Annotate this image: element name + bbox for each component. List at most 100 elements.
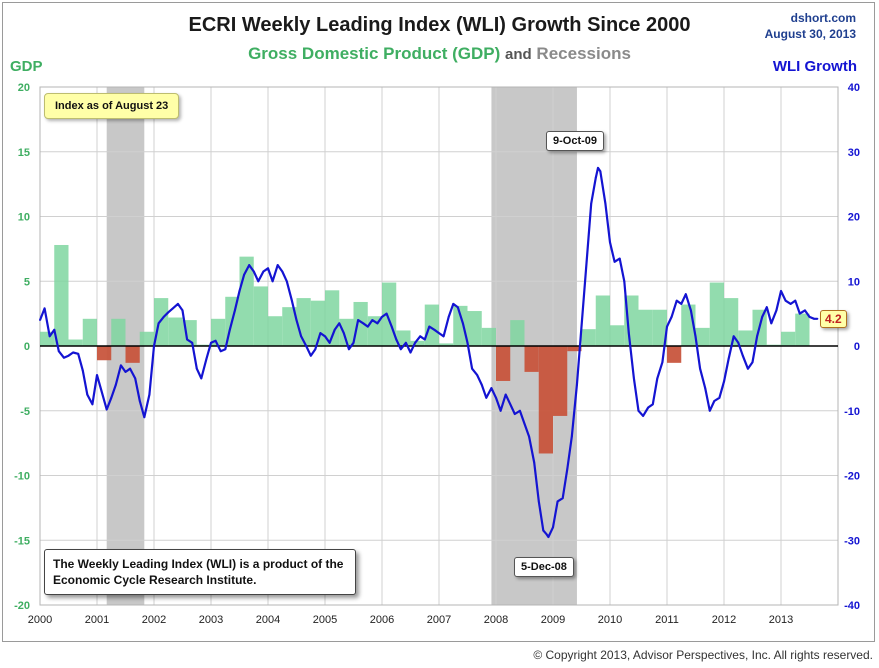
wli-point [452,303,455,305]
wli-point [214,339,217,342]
wli-point [438,332,440,334]
wli-point [376,322,379,325]
wli-point [300,335,302,338]
wli-point [708,409,711,412]
wli-point [618,257,621,260]
left-tick-label: -10 [14,471,30,483]
source-block: dshort.com August 30, 2013 [700,10,856,42]
wli-point [96,374,98,377]
x-tick-label: 2004 [256,614,280,626]
wli-note-box: The Weekly Leading Index (WLI) is a prod… [44,549,356,595]
wli-point [597,167,599,169]
wli-point [114,383,117,386]
wli-point [105,408,108,411]
wli-point [234,309,236,312]
gdp-bar [781,331,796,346]
wli-point [656,377,659,380]
wli-point [504,393,507,396]
wli-point [205,358,208,360]
wli-point [177,303,179,305]
gdp-bar [111,318,126,346]
peak-callout: 9-Oct-09 [546,131,605,151]
subtitle-and: and [505,46,532,63]
wli-point [651,403,654,406]
wli-point [362,322,365,325]
subtitle-recessions: Recessions [536,44,631,63]
wli-point [808,315,811,318]
gdp-bar [453,305,468,346]
wli-point [110,396,113,399]
wli-point [513,413,516,415]
gdp-bar [154,298,169,346]
wli-point [684,293,687,296]
x-tick-label: 2011 [655,614,679,626]
wli-point [561,497,564,500]
x-tick-label: 2001 [85,614,109,626]
wli-point [63,356,65,359]
gdp-bar [139,331,154,346]
gdp-bar [82,318,97,346]
wli-point [405,341,407,344]
source-date: August 30, 2013 [764,27,856,41]
gdp-bar [268,316,283,346]
wli-series-line [38,166,818,539]
wli-point [385,312,388,315]
wli-point [528,435,530,438]
wli-point [39,319,41,321]
wli-point [72,351,74,354]
wli-point [545,532,548,535]
wli-point [699,367,701,370]
wli-point [195,367,198,370]
gdp-bar [538,346,553,454]
right-tick-label: -10 [844,406,860,418]
wli-point [181,309,184,312]
wli-point [366,325,369,328]
wli-point [727,358,730,360]
wli-point [813,317,815,320]
wli-point [623,280,626,283]
wli-point [338,322,341,325]
last-value-badge: 4.2 [820,310,847,328]
source-site: dshort.com [790,11,856,25]
wli-point [609,241,611,244]
wli-point [262,270,265,273]
trough-callout: 5-Dec-08 [514,557,574,577]
wli-point [495,396,497,399]
wli-point [627,332,630,334]
wli-point [200,377,203,380]
wli-point [633,377,635,380]
gdp-bar [709,282,724,346]
wli-point [447,315,450,318]
wli-point [48,335,51,338]
right-tick-label: 20 [848,212,860,224]
wli-point [324,335,326,338]
gdp-bar [795,313,810,346]
wli-point [690,309,692,312]
left-tick-label: -15 [14,535,30,547]
wli-point [537,500,540,503]
wli-point [395,338,398,341]
wli-line-layer [38,166,819,539]
wli-point [694,335,697,338]
wli-point [328,341,331,344]
wli-point [570,435,573,438]
x-tick-label: 2007 [427,614,451,626]
right-tick-label: 10 [848,276,860,288]
wli-point [485,396,488,399]
x-tick-label: 2005 [313,614,337,626]
gdp-bar [652,309,667,346]
x-tick-label: 2009 [541,614,565,626]
wli-point [285,280,288,283]
wli-point [556,500,559,503]
wli-point [723,380,725,383]
wli-point [167,311,170,314]
right-tick-label: -30 [844,535,860,547]
wli-point [238,290,241,292]
wli-point [490,387,493,389]
wli-point [576,383,578,386]
wli-point [423,338,426,341]
wli-point [433,328,436,331]
left-tick-label: 0 [24,341,30,353]
x-tick-label: 2008 [484,614,508,626]
wli-point [542,529,545,532]
